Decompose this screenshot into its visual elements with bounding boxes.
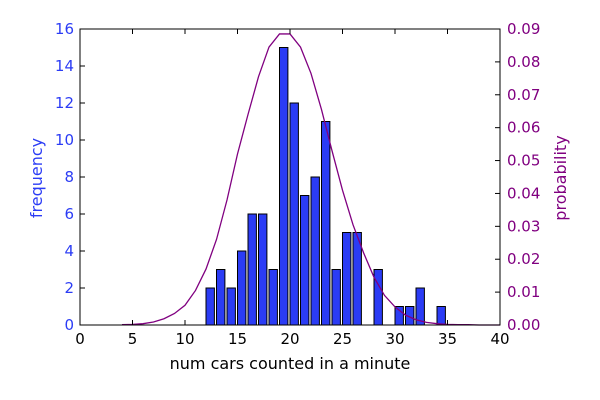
histogram-bar [394,306,404,326]
probability-curve [121,33,500,326]
y-left-tick-label: 16 [55,20,74,38]
x-tick-label: 10 [175,330,194,348]
y-left-tick-label: 12 [55,94,74,112]
histogram-bar [237,250,247,326]
x-tick-label: 25 [333,330,352,348]
histogram-bar [331,269,341,326]
histogram-bar [300,195,310,326]
histogram-bar [352,232,362,326]
histogram-bar [289,102,299,326]
ticks-layer: 0 5 10 15 20 25 30 35 40 0 2 4 6 8 10 12 14 16 0.00 0.01 0.0… [55,20,541,348]
histogram-bar [258,213,268,326]
y-right-tick-label: 0.01 [507,283,540,301]
histogram-bar [373,269,383,326]
y-axis-left-title: frequency [27,138,46,218]
y-left-tick-label: 6 [64,205,74,223]
histogram-bar [436,306,446,326]
x-tick-label: 5 [128,330,138,348]
y-right-tick-label: 0.03 [507,217,540,235]
y-right-tick-label: 0.05 [507,152,540,170]
x-tick-label: 20 [280,330,299,348]
x-tick-label: 35 [438,330,457,348]
x-tick-label: 0 [75,330,85,348]
y-right-tick-label: 0.02 [507,250,540,268]
histogram-bar [247,213,257,326]
histogram-bar [321,121,331,326]
x-tick-label: 30 [385,330,404,348]
x-tick-label: 15 [228,330,247,348]
y-right-tick-label: 0.04 [507,184,540,202]
y-right-tick-label: 0.09 [507,20,540,38]
curve-layer [121,33,500,326]
y-axis-right-title: probability [551,135,570,220]
x-tick-label: 40 [490,330,509,348]
histogram-bar [205,287,215,326]
histogram-bar [342,232,352,326]
bars-layer [205,47,446,326]
y-right-tick-label: 0.00 [507,316,540,334]
y-right-tick-label: 0.07 [507,86,540,104]
histogram-bar [268,269,278,326]
y-left-tick-label: 10 [55,131,74,149]
y-left-tick-label: 0 [64,316,74,334]
histogram-bar [216,269,226,326]
x-axis-title: num cars counted in a minute [170,354,411,373]
histogram-bar [226,287,236,326]
y-left-tick-label: 8 [64,168,74,186]
y-left-tick-label: 4 [64,242,74,260]
y-right-tick-label: 0.08 [507,53,540,71]
y-left-tick-label: 14 [55,57,74,75]
y-right-tick-label: 0.06 [507,119,540,137]
y-left-tick-label: 2 [64,279,74,297]
histogram-bar [279,47,289,326]
histogram-bar [310,176,320,326]
